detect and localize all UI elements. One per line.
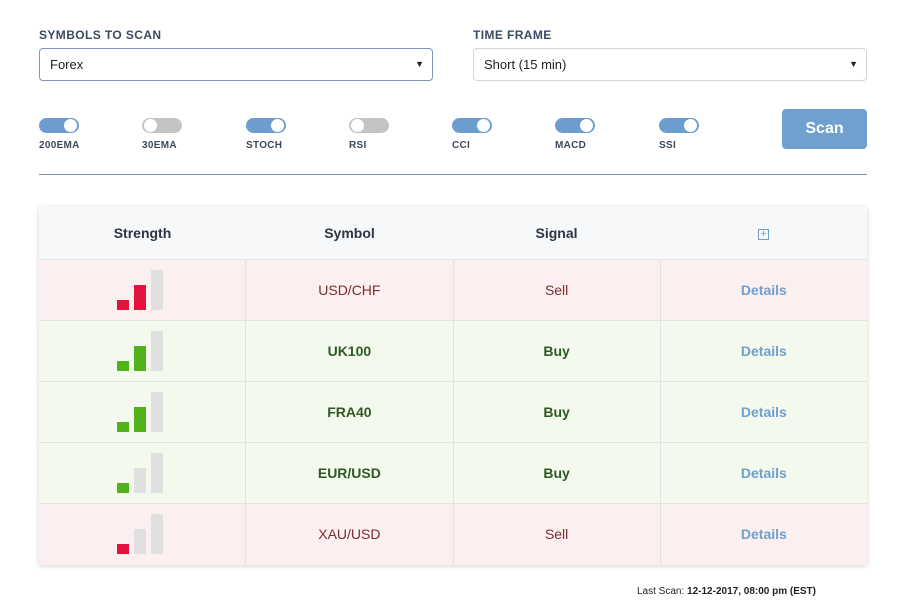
- details-link[interactable]: Details: [740, 282, 787, 298]
- signal-cell: Sell: [454, 504, 661, 565]
- strength-bar-2: [134, 346, 146, 371]
- details-link[interactable]: Details: [740, 404, 787, 420]
- chevron-down-icon: ▼: [415, 59, 424, 69]
- signal-cell: Buy: [454, 443, 661, 503]
- strength-indicator: [39, 443, 247, 504]
- table-row: XAU/USD Sell Details: [39, 504, 867, 565]
- header-expand: +: [660, 207, 867, 259]
- table-row: EUR/USD Buy Details: [39, 443, 867, 504]
- table-row: FRA40 Buy Details: [39, 382, 867, 443]
- results-table: Strength Symbol Signal + USD/CHF Sell De…: [39, 207, 867, 565]
- last-scan-value: 12-12-2017, 08:00 pm (EST): [687, 586, 816, 597]
- chevron-down-icon: ▼: [849, 59, 858, 69]
- header-strength: Strength: [113, 225, 172, 241]
- strength-bar-3: [151, 331, 163, 371]
- toggle-switch[interactable]: [452, 118, 492, 133]
- timeframe-select[interactable]: Short (15 min) ▼: [473, 48, 867, 81]
- toggle-stoch[interactable]: STOCH: [246, 118, 316, 151]
- strength-bar-2: [134, 285, 146, 310]
- details-link[interactable]: Details: [740, 465, 787, 481]
- table-row: UK100 Buy Details: [39, 321, 867, 382]
- toggle-label: MACD: [555, 140, 587, 151]
- strength-bar-1: [117, 361, 129, 371]
- strength-bar-1: [117, 483, 129, 493]
- toggle-rsi[interactable]: RSI: [349, 118, 419, 151]
- strength-bar-2: [134, 407, 146, 432]
- timeframe-label: TIME FRAME: [473, 28, 552, 42]
- strength-bar-2: [134, 529, 146, 554]
- timeframe-value: Short (15 min): [484, 57, 567, 72]
- strength-bar-3: [151, 453, 163, 493]
- strength-indicator: [39, 382, 247, 443]
- symbol-cell: FRA40: [246, 382, 454, 442]
- toggle-label: RSI: [349, 140, 367, 151]
- toggle-30ema[interactable]: 30EMA: [142, 118, 212, 151]
- strength-bar-1: [117, 300, 129, 310]
- toggle-cci[interactable]: CCI: [452, 118, 522, 151]
- signal-cell: Buy: [454, 321, 661, 381]
- header-symbol: Symbol: [324, 225, 375, 241]
- strength-indicator: [39, 504, 247, 565]
- toggle-switch[interactable]: [142, 118, 182, 133]
- symbols-label: SYMBOLS TO SCAN: [39, 28, 162, 42]
- header-signal: Signal: [535, 225, 578, 241]
- toggle-label: 30EMA: [142, 140, 177, 151]
- table-row: USD/CHF Sell Details: [39, 260, 867, 321]
- toggle-macd[interactable]: MACD: [555, 118, 625, 151]
- toggle-switch[interactable]: [39, 118, 79, 133]
- expand-icon[interactable]: +: [758, 228, 769, 240]
- toggle-label: CCI: [452, 140, 471, 151]
- symbol-cell: USD/CHF: [246, 260, 454, 320]
- scan-button[interactable]: Scan: [782, 109, 867, 149]
- last-scan: Last Scan: 12-12-2017, 08:00 pm (EST): [637, 586, 816, 597]
- strength-bar-1: [117, 422, 129, 432]
- symbols-value: Forex: [50, 57, 84, 72]
- signal-cell: Buy: [454, 382, 661, 442]
- toggle-switch[interactable]: [349, 118, 389, 133]
- strength-bar-3: [151, 392, 163, 432]
- toggle-ssi[interactable]: SSI: [659, 118, 729, 151]
- strength-bar-3: [151, 514, 163, 554]
- toggle-200ema[interactable]: 200EMA: [39, 118, 109, 151]
- strength-bar-2: [134, 468, 146, 493]
- symbols-select[interactable]: Forex ▼: [39, 48, 433, 81]
- details-link[interactable]: Details: [740, 526, 787, 542]
- toggle-label: SSI: [659, 140, 677, 151]
- toggle-label: 200EMA: [39, 140, 80, 151]
- strength-indicator: [39, 321, 247, 382]
- strength-indicator: [39, 260, 247, 321]
- toggle-label: STOCH: [246, 140, 283, 151]
- toggle-switch[interactable]: [555, 118, 595, 133]
- signal-cell: Sell: [454, 260, 661, 320]
- details-link[interactable]: Details: [740, 343, 787, 359]
- table-header: Strength Symbol Signal +: [39, 207, 867, 260]
- symbol-cell: UK100: [246, 321, 454, 381]
- toggle-switch[interactable]: [659, 118, 699, 133]
- last-scan-label: Last Scan:: [637, 586, 685, 597]
- symbol-cell: EUR/USD: [246, 443, 454, 503]
- divider: [39, 174, 867, 175]
- strength-bar-3: [151, 270, 163, 310]
- strength-bar-1: [117, 544, 129, 554]
- toggle-switch[interactable]: [246, 118, 286, 133]
- symbol-cell: XAU/USD: [246, 504, 454, 565]
